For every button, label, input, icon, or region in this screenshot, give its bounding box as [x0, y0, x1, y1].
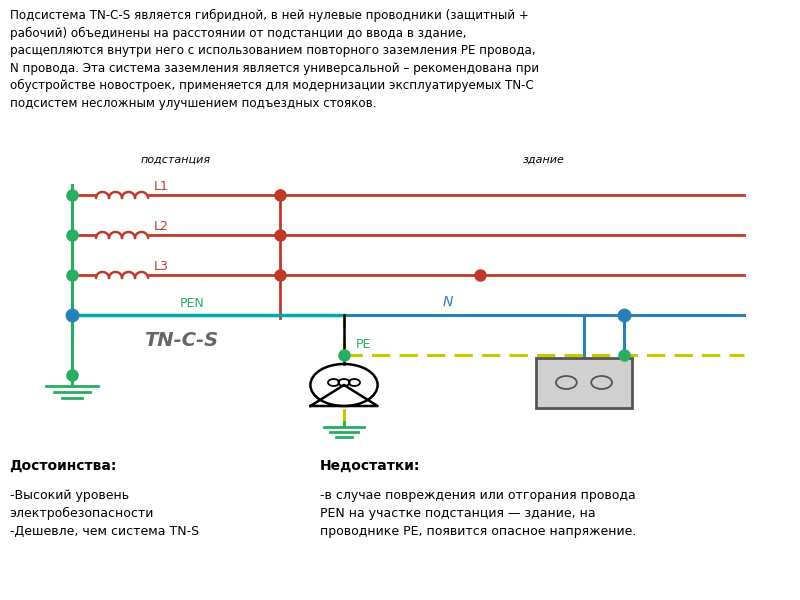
Text: -в случае повреждения или отгорания провода
PEN на участке подстанция — здание, : -в случае повреждения или отгорания пров…: [320, 489, 636, 538]
Text: TN-C-S: TN-C-S: [144, 331, 218, 349]
Text: Подсистема TN-C-S является гибридной, в ней нулевые проводники (защитный +
рабоч: Подсистема TN-C-S является гибридной, в …: [10, 9, 538, 110]
Text: L2: L2: [154, 220, 169, 232]
Text: здание: здание: [523, 154, 565, 164]
Bar: [536, 358, 632, 407]
Text: Недостатки:: Недостатки:: [320, 459, 420, 473]
Text: подстанция: подстанция: [141, 154, 211, 164]
Text: PE: PE: [356, 338, 371, 351]
Text: Достоинства:: Достоинства:: [10, 459, 117, 473]
Text: PEN: PEN: [180, 297, 204, 310]
Text: L1: L1: [154, 179, 169, 193]
Text: L3: L3: [154, 259, 169, 272]
Text: -Высокий уровень
электробезопасности
-Дешевле, чем система TN-S: -Высокий уровень электробезопасности -Де…: [10, 489, 198, 538]
Text: N: N: [443, 295, 453, 309]
